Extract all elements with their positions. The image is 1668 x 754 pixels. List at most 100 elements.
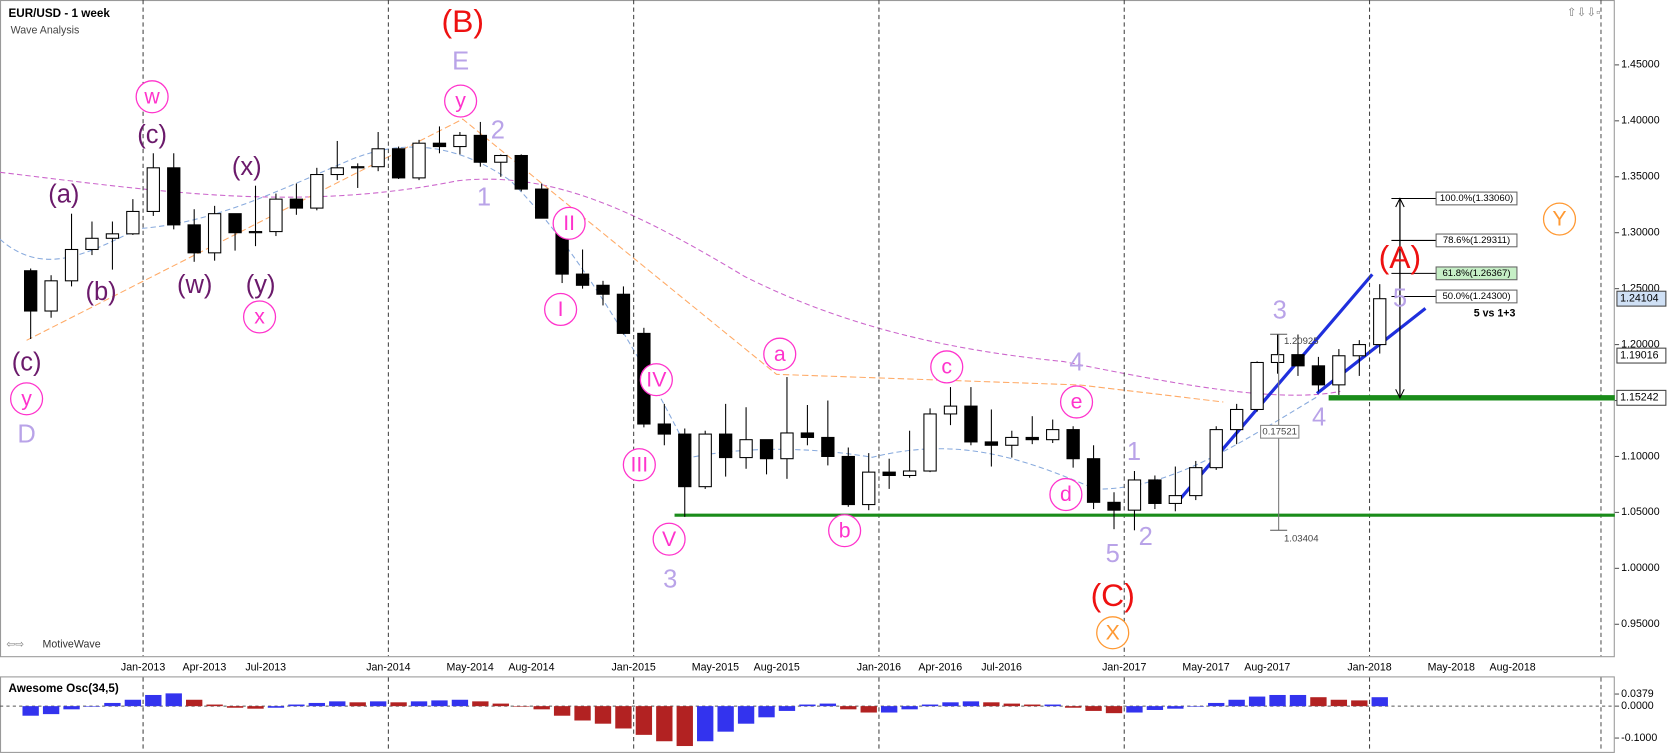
- y-tick-label: 1.20000: [1621, 338, 1660, 350]
- scroll-controls[interactable]: ⇦⇨: [6, 638, 24, 650]
- wave-label: 4: [1312, 404, 1326, 432]
- candle-body: [780, 432, 794, 460]
- osc-bar: [921, 704, 939, 707]
- candle-body: [1005, 436, 1019, 446]
- osc-bar: [983, 702, 1000, 707]
- candle-body: [616, 293, 631, 334]
- osc-bar: [369, 701, 387, 707]
- measure-box: [1260, 424, 1300, 439]
- candle-body: [1352, 344, 1366, 357]
- y-tick-label: 1.25000: [1621, 282, 1660, 294]
- candle-body: [473, 134, 488, 163]
- wave-circle: [828, 514, 862, 548]
- wave-label: (b): [85, 278, 116, 306]
- y-tick-label: 1.10000: [1621, 450, 1660, 462]
- y-tick-label: 1.00000: [1621, 562, 1660, 574]
- fib-box: [1435, 289, 1518, 304]
- candle-body: [1270, 354, 1285, 364]
- osc-bar: [288, 704, 305, 707]
- wave-label: 5: [1393, 285, 1407, 313]
- osc-bar: [1126, 706, 1143, 713]
- candle-body: [23, 270, 38, 312]
- wave-circle: [242, 300, 277, 334]
- candle-body: [1229, 408, 1244, 431]
- wave-label: y: [21, 386, 32, 410]
- osc-bar: [840, 706, 857, 710]
- osc-bar: [1248, 696, 1266, 707]
- wave-label: V: [662, 527, 677, 551]
- osc-bar: [165, 693, 182, 707]
- x-tick-label: Aug-2014: [508, 662, 554, 674]
- fib-box: [1435, 233, 1518, 248]
- candle-body: [1127, 479, 1142, 511]
- osc-bar: [615, 706, 632, 729]
- candle-body: [882, 471, 896, 477]
- wave-circle: [1049, 477, 1083, 512]
- wave-label: 5: [1106, 540, 1120, 568]
- osc-bar: [1208, 702, 1225, 707]
- candle-body: [310, 173, 324, 209]
- candle-body: [698, 433, 712, 488]
- wave-label: III: [630, 452, 648, 476]
- candle-body: [1311, 365, 1326, 386]
- candle-body: [248, 231, 263, 234]
- wave-label: x: [254, 305, 265, 329]
- candle-body: [432, 142, 447, 148]
- osc-bar: [247, 706, 264, 709]
- wave-label: (w): [177, 271, 212, 299]
- osc-bar: [206, 704, 223, 707]
- candle-body: [657, 423, 671, 435]
- candle-body: [64, 248, 79, 282]
- wave-label: (B): [441, 3, 484, 39]
- price-marker: [1616, 347, 1667, 364]
- candle-body: [678, 433, 692, 488]
- panel-controls[interactable]: ⇧⇩⇩▫: [1567, 6, 1601, 19]
- candle-body: [289, 198, 304, 209]
- wave-circle: [652, 522, 686, 556]
- wave-circle: [1059, 385, 1094, 419]
- candle-body: [330, 167, 344, 176]
- wave-circle: [9, 382, 44, 416]
- fib-box: [1435, 191, 1518, 206]
- osc-bar: [697, 706, 714, 742]
- osc-bar: [1146, 706, 1164, 710]
- wave-circle: [763, 337, 797, 371]
- wave-label: X: [1106, 620, 1120, 644]
- wave-circle: [444, 84, 478, 118]
- candle-body: [391, 148, 406, 179]
- osc-bar: [145, 694, 162, 707]
- candle-body: [269, 198, 283, 233]
- candle-body: [44, 280, 58, 312]
- candle-body: [575, 273, 590, 286]
- candle-body: [596, 284, 610, 295]
- x-tick-label: Jul-2016: [981, 662, 1022, 674]
- candle-body: [187, 224, 201, 254]
- y-tick-label: 1.30000: [1621, 227, 1660, 239]
- osc-bar: [1351, 700, 1368, 707]
- candle-body: [739, 439, 753, 459]
- wave-circle: [544, 292, 578, 327]
- candle-body: [1189, 467, 1203, 497]
- wave-label: 1: [1127, 438, 1141, 466]
- x-tick-label: Jan-2016: [857, 662, 901, 674]
- osc-bar: [594, 706, 612, 724]
- measure-label: 1.03404: [1284, 533, 1319, 544]
- wave-label: IV: [646, 367, 667, 391]
- wave-label: E: [452, 47, 469, 75]
- osc-bar: [451, 699, 469, 707]
- candle-body: [514, 154, 528, 190]
- wave-label: w: [143, 84, 160, 108]
- osc-bar: [717, 706, 734, 732]
- wave-label: 1: [477, 184, 491, 212]
- y-tick-label: 1.45000: [1621, 59, 1660, 71]
- osc-bar: [1024, 704, 1041, 707]
- osc-tick-label: 0.0000: [1621, 700, 1654, 712]
- osc-bar: [83, 706, 101, 707]
- osc-bar: [63, 706, 80, 710]
- wave-label: (c): [137, 121, 167, 149]
- wave-label: (C): [1091, 577, 1135, 613]
- x-tick-label: Jan-2014: [366, 662, 410, 674]
- x-tick-label: Jan-2015: [612, 662, 656, 674]
- candle-body: [494, 154, 508, 163]
